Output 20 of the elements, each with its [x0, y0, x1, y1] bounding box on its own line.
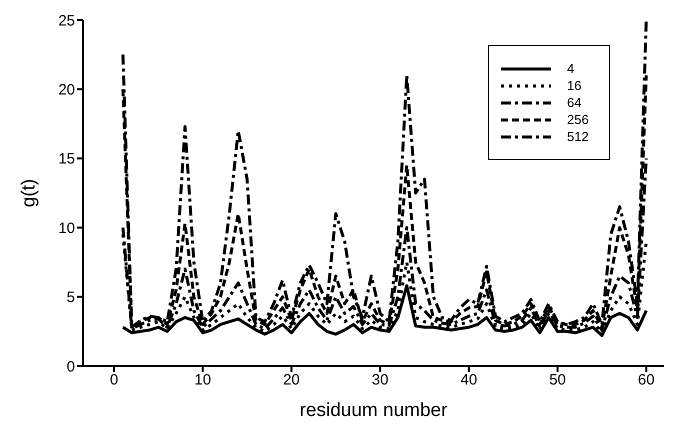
legend-label: 256 — [567, 112, 589, 127]
y-tick-label: 0 — [66, 358, 75, 376]
legend-label: 64 — [567, 95, 582, 110]
y-tick-label: 10 — [58, 220, 75, 237]
x-tick-label: 0 — [110, 372, 118, 389]
x-tick-label: 60 — [638, 372, 655, 389]
x-tick-label: 50 — [549, 372, 566, 389]
legend-label: 512 — [567, 129, 589, 144]
x-tick-label: 20 — [283, 372, 300, 389]
y-axis-title: g(t) — [18, 178, 40, 208]
x-tick-label: 40 — [460, 372, 478, 389]
y-tick-label: 5 — [66, 289, 75, 306]
y-tick-label: 20 — [58, 82, 75, 99]
y-tick-label: 15 — [58, 150, 75, 168]
x-tick-label: 30 — [372, 372, 388, 389]
legend-label: 4 — [567, 61, 574, 76]
y-tick-label: 25 — [58, 12, 75, 30]
legend-label: 16 — [567, 78, 582, 93]
x-axis-title: residuum number — [300, 400, 448, 421]
x-tick-label: 10 — [194, 372, 212, 389]
